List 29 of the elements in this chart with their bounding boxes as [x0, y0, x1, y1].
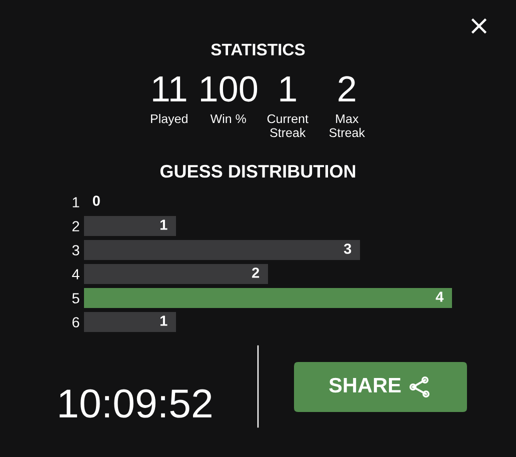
- data-label: 1: [160, 220, 168, 230]
- data-label: 4: [436, 292, 444, 302]
- y-tick-label: 3: [72, 245, 80, 256]
- data-label: 2: [338, 76, 356, 102]
- y-tick-label: 1: [72, 197, 80, 208]
- data-label: 11: [153, 76, 186, 102]
- y-tick-label: 5: [72, 293, 80, 304]
- chart-title: GUESS DISTRIBUTION: [160, 164, 356, 178]
- bar: [84, 264, 268, 284]
- bar: [84, 288, 452, 308]
- bar: [84, 240, 360, 260]
- data-label: 1: [280, 76, 296, 102]
- category-label: Win %: [210, 114, 246, 124]
- data-label: 1: [160, 316, 168, 326]
- data-label: 0: [92, 196, 100, 206]
- data-label: 100: [201, 76, 258, 102]
- y-tick-label: 2: [72, 221, 80, 232]
- y-tick-label: 4: [72, 269, 80, 280]
- text: STATISTICS: [211, 44, 305, 56]
- data-label: 3: [344, 244, 352, 254]
- bar: [84, 216, 176, 236]
- data-label: 2: [252, 268, 260, 278]
- text: SHARE: [329, 378, 401, 393]
- y-tick-label: 6: [72, 317, 80, 328]
- category-label: Current Streak: [267, 114, 308, 138]
- category-label: Played: [151, 114, 188, 126]
- bar: [84, 312, 176, 332]
- category-label: Max Streak: [329, 114, 365, 138]
- text: 10:09:52: [60, 389, 212, 418]
